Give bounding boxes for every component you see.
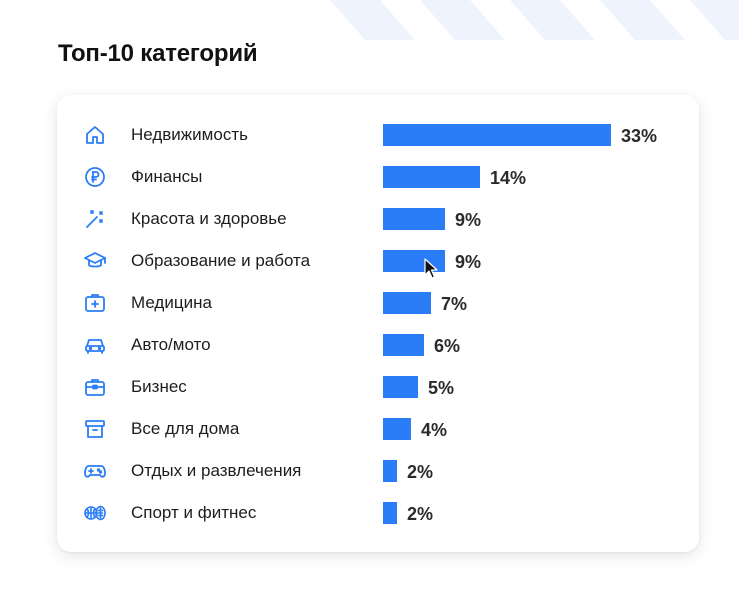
chart-card: Недвижимость 33% Финансы 14% Красота и здоро…	[57, 95, 699, 552]
chart-row: Медицина 7%	[57, 288, 699, 318]
car-icon	[83, 333, 107, 357]
value-label: 2%	[407, 462, 434, 482]
category-label: Красота и здоровье	[131, 209, 287, 228]
decorative-stripes	[330, 0, 739, 40]
category-label: Финансы	[131, 167, 203, 186]
sports-balls-icon	[83, 501, 107, 525]
first-aid-kit-icon	[83, 291, 107, 315]
home-icon	[83, 123, 107, 147]
value-label: 5%	[428, 378, 455, 398]
chart-row: Спорт и фитнес 2%	[57, 498, 699, 528]
bar	[383, 166, 480, 188]
chart-row: Отдых и развлечения 2%	[57, 456, 699, 486]
value-label: 6%	[434, 336, 461, 356]
category-label: Образование и работа	[131, 251, 311, 270]
value-label: 14%	[490, 168, 527, 188]
value-label: 9%	[455, 252, 482, 272]
chart-row: Все для дома 4%	[57, 414, 699, 444]
bar	[383, 502, 397, 524]
storage-box-icon	[83, 417, 107, 441]
category-label: Бизнес	[131, 377, 187, 396]
chart-row: Авто/мото 6%	[57, 330, 699, 360]
bar	[383, 418, 411, 440]
graduation-cap-icon	[83, 249, 107, 273]
value-label: 2%	[407, 504, 434, 524]
chart-row: Образование и работа 9%	[57, 246, 699, 276]
category-label: Все для дома	[131, 419, 240, 438]
magic-wand-icon	[83, 207, 107, 231]
gamepad-icon	[83, 459, 107, 483]
bar	[383, 124, 611, 146]
ruble-coin-icon	[83, 165, 107, 189]
chart-title: Топ-10 категорий	[58, 40, 258, 67]
bar	[383, 334, 424, 356]
bar	[383, 208, 445, 230]
chart-row: Красота и здоровье 9%	[57, 204, 699, 234]
chart-row: Недвижимость 33%	[57, 120, 699, 150]
value-label: 9%	[455, 210, 482, 230]
bar	[383, 292, 431, 314]
chart-row: Финансы 14%	[57, 162, 699, 192]
bar	[383, 376, 418, 398]
value-label: 4%	[421, 420, 448, 440]
category-label: Недвижимость	[131, 125, 248, 144]
mouse-cursor-icon	[424, 258, 438, 279]
category-label: Авто/мото	[131, 335, 211, 354]
value-label: 33%	[621, 126, 658, 146]
value-label: 7%	[441, 294, 468, 314]
chart-row: Бизнес 5%	[57, 372, 699, 402]
category-label: Спорт и фитнес	[131, 503, 257, 522]
category-label: Медицина	[131, 293, 212, 312]
bar	[383, 460, 397, 482]
category-label: Отдых и развлечения	[131, 461, 302, 480]
briefcase-icon	[83, 375, 107, 399]
